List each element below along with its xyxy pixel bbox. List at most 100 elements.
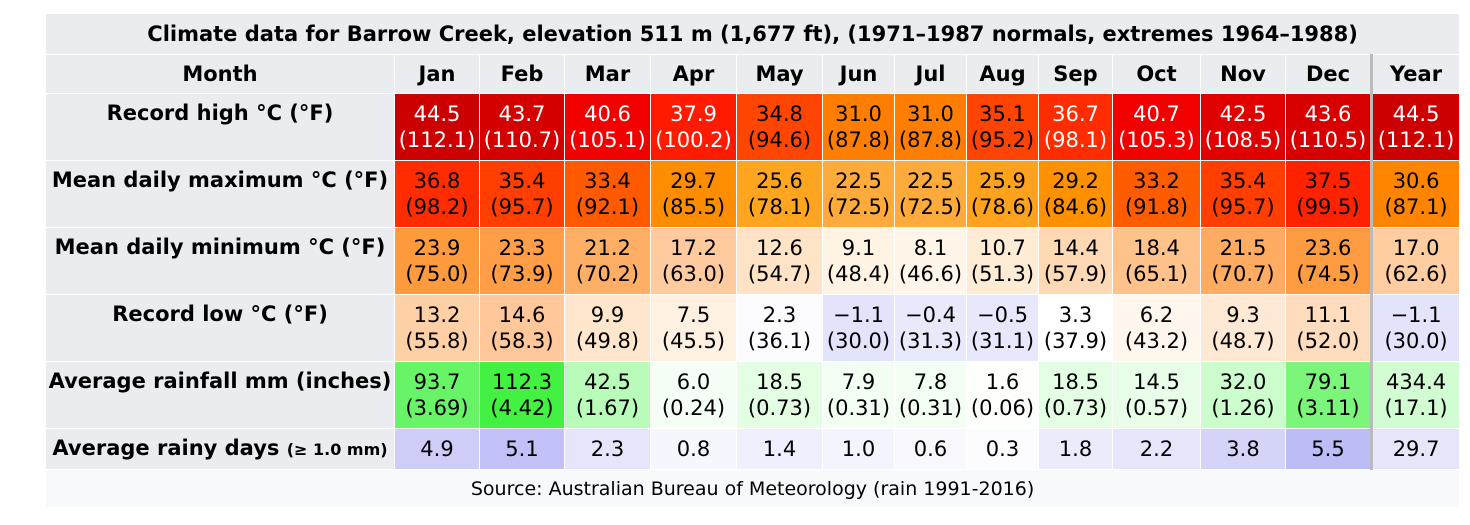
row-label: Mean daily minimum °C (°F)	[45, 227, 395, 295]
converted-value: (112.1)	[1377, 128, 1455, 152]
converted-value: (94.6)	[747, 128, 812, 152]
celsius-value: 29.7	[1392, 437, 1440, 461]
data-cell: 21.2 (70.2)	[564, 227, 651, 295]
celsius-value: 17.2	[670, 236, 717, 260]
data-cell: 35.4 (95.7)	[479, 160, 565, 228]
data-cell: 0.8	[650, 428, 737, 470]
header-row: Month Jan Feb Mar Apr May Jun Jul Aug Sep Oct Nov D…	[45, 54, 1461, 94]
celsius-value: 44.5	[413, 102, 461, 126]
celsius-value: 22.5	[907, 169, 954, 193]
data-cell: 43.7 (110.7)	[479, 93, 565, 161]
data-cell: 29.7	[1369, 428, 1461, 470]
celsius-value: 13.2	[413, 303, 461, 327]
converted-value: (0.31)	[898, 396, 963, 420]
celsius-value: 10.7	[979, 236, 1026, 260]
celsius-value: 6.2	[1139, 303, 1174, 327]
data-cell: 33.2 (91.8)	[1112, 160, 1201, 228]
celsius-value: 18.4	[1133, 236, 1180, 260]
celsius-value: 36.8	[413, 169, 461, 193]
celsius-value: 17.0	[1392, 236, 1440, 260]
row-label-text: Average rainy days	[52, 436, 280, 460]
data-cell: 29.7 (85.5)	[650, 160, 737, 228]
celsius-value: 32.0	[1219, 370, 1267, 394]
data-cell: 33.4 (92.1)	[564, 160, 651, 228]
data-cell: 0.6	[894, 428, 967, 470]
celsius-value: 2.3	[762, 303, 797, 327]
converted-value: (3.69)	[405, 396, 469, 420]
data-cell: 1.6 (0.06)	[966, 361, 1039, 429]
data-cell: 36.7 (98.1)	[1038, 93, 1113, 161]
celsius-value: 37.5	[1304, 169, 1352, 193]
data-cell: 17.2 (63.0)	[650, 227, 737, 295]
celsius-value: 1.6	[985, 370, 1020, 394]
converted-value: (0.31)	[826, 396, 891, 420]
data-cell: 44.5 (112.1)	[394, 93, 480, 161]
row-label-text: Mean daily minimum °C (°F)	[54, 235, 386, 259]
celsius-value: 31.0	[907, 102, 954, 126]
data-cell: 29.2 (84.6)	[1038, 160, 1113, 228]
month-header-sep: Sep	[1038, 54, 1113, 94]
month-header-jun: Jun	[822, 54, 895, 94]
celsius-value: 3.8	[1226, 437, 1260, 461]
data-cell: 1.4	[736, 428, 823, 470]
data-cell: 6.0 (0.24)	[650, 361, 737, 429]
month-header-jul: Jul	[894, 54, 967, 94]
data-cell: 18.5 (0.73)	[1038, 361, 1113, 429]
data-cell: 42.5 (108.5)	[1200, 93, 1286, 161]
celsius-value: 1.0	[841, 437, 876, 461]
celsius-value: 25.9	[979, 169, 1026, 193]
month-header-nov: Nov	[1200, 54, 1286, 94]
celsius-value: 40.7	[1133, 102, 1180, 126]
celsius-value: 7.9	[841, 370, 876, 394]
row-label: Record high °C (°F)	[45, 93, 395, 161]
converted-value: (0.24)	[661, 396, 726, 420]
converted-value: (52.0)	[1296, 329, 1360, 353]
climate-table: Climate data for Barrow Creek, elevation…	[44, 13, 1461, 508]
celsius-value: 21.2	[584, 236, 631, 260]
month-header-feb: Feb	[479, 54, 565, 94]
converted-value: (95.7)	[1211, 195, 1275, 219]
celsius-value: 44.5	[1392, 102, 1440, 126]
data-cell: 7.5 (45.5)	[650, 294, 737, 362]
row-label: Record low °C (°F)	[45, 294, 395, 362]
celsius-value: 23.3	[498, 236, 546, 260]
converted-value: (78.1)	[747, 195, 812, 219]
celsius-value: 23.6	[1304, 236, 1352, 260]
data-cell: −1.1 (30.0)	[822, 294, 895, 362]
data-cell: 7.9 (0.31)	[822, 361, 895, 429]
row-label-text: Record high °C (°F)	[106, 101, 334, 125]
converted-value: (112.1)	[398, 128, 476, 152]
data-cell: 9.9 (49.8)	[564, 294, 651, 362]
converted-value: (73.9)	[490, 262, 554, 286]
celsius-value: 18.5	[756, 370, 803, 394]
celsius-value: 0.3	[985, 437, 1020, 461]
celsius-value: 29.7	[670, 169, 717, 193]
converted-value: (98.2)	[405, 195, 469, 219]
celsius-value: 21.5	[1219, 236, 1267, 260]
data-cell: 9.1 (48.4)	[822, 227, 895, 295]
data-cell: 40.6 (105.1)	[564, 93, 651, 161]
converted-value: (99.5)	[1296, 195, 1360, 219]
row-label: Mean daily maximum °C (°F)	[45, 160, 395, 228]
row-label: Average rainy days (≥ 1.0 mm)	[45, 428, 395, 470]
celsius-value: 11.1	[1304, 303, 1352, 327]
table-row: Record low °C (°F) 13.2 (55.8) 14.6 (58.3) 9.…	[45, 294, 1461, 362]
converted-value: (0.57)	[1124, 396, 1189, 420]
celsius-value: 29.2	[1052, 169, 1099, 193]
row-label-text: Average rainfall mm (inches)	[48, 369, 392, 393]
celsius-value: 79.1	[1304, 370, 1352, 394]
celsius-value: 22.5	[835, 169, 882, 193]
converted-value: (87.8)	[826, 128, 891, 152]
celsius-value: 0.6	[913, 437, 948, 461]
data-cell: 14.6 (58.3)	[479, 294, 565, 362]
converted-value: (30.0)	[826, 329, 891, 353]
converted-value: (95.7)	[490, 195, 554, 219]
data-cell: 23.9 (75.0)	[394, 227, 480, 295]
celsius-value: 0.8	[676, 437, 711, 461]
celsius-value: 23.9	[413, 236, 461, 260]
data-cell: 34.8 (94.6)	[736, 93, 823, 161]
celsius-value: 4.9	[420, 437, 454, 461]
celsius-value: 35.4	[1219, 169, 1267, 193]
celsius-value: −0.4	[905, 303, 956, 327]
source-row: Source: Australian Bureau of Meteorology…	[44, 469, 1461, 508]
